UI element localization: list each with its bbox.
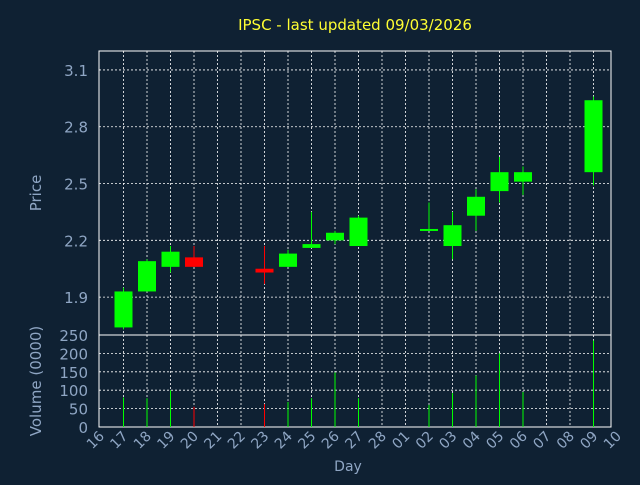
candle-body xyxy=(138,261,156,292)
price-tick-label: 3.1 xyxy=(64,62,88,80)
volume-panel-frame xyxy=(98,334,612,428)
volume-tick-label: 250 xyxy=(59,327,88,345)
volume-tick-label: 0 xyxy=(78,419,88,437)
candle-body xyxy=(514,172,532,182)
price-axis-label: Price xyxy=(27,175,45,212)
candle-body xyxy=(255,268,274,273)
price-tick-label: 2.5 xyxy=(64,176,88,194)
candle-body xyxy=(185,257,203,267)
candle-body xyxy=(584,100,603,173)
price-panel-frame xyxy=(98,50,612,336)
candle-body xyxy=(326,232,344,241)
volume-bars xyxy=(123,340,594,427)
day-axis: 16 17 18 19 20 21 22 23 24 25 26 27 28 01 02 03 04 05 06 07… xyxy=(84,428,625,452)
volume-axis-label: Volume (0000) xyxy=(27,326,45,436)
volume-tick-label: 150 xyxy=(59,364,88,382)
day-tick-label: 03 xyxy=(436,429,460,453)
candle-body xyxy=(114,291,133,328)
day-tick-label: 28 xyxy=(366,429,390,453)
candle-body xyxy=(161,251,180,267)
day-tick-label: 04 xyxy=(460,428,484,452)
chart-title: IPSC - last updated 09/03/2026 xyxy=(238,16,472,34)
day-tick-label: 27 xyxy=(342,429,366,453)
day-tick-label: 19 xyxy=(154,429,178,453)
price-grid xyxy=(99,51,611,335)
day-tick-label: 07 xyxy=(530,429,554,453)
candle-body xyxy=(490,172,509,192)
day-tick-label: 26 xyxy=(319,428,343,452)
day-tick-label: 17 xyxy=(107,429,131,453)
day-tick-label: 24 xyxy=(272,428,296,452)
day-tick-label: 02 xyxy=(413,429,437,453)
candle-body xyxy=(420,228,438,231)
day-tick-label: 10 xyxy=(601,429,625,453)
volume-tick-label: 200 xyxy=(59,345,88,363)
day-tick-label: 25 xyxy=(295,429,319,453)
volume-grid xyxy=(99,335,611,427)
candle-body xyxy=(302,244,321,248)
day-tick-label: 18 xyxy=(131,429,155,453)
day-tick-label: 21 xyxy=(201,429,225,453)
day-tick-label: 06 xyxy=(507,428,531,452)
day-axis-label: Day xyxy=(334,459,362,475)
day-tick-label: 05 xyxy=(483,429,507,453)
candle-body xyxy=(467,196,485,216)
price-tick-label: 2.2 xyxy=(64,232,88,250)
day-tick-label: 23 xyxy=(248,429,272,453)
day-tick-label: 01 xyxy=(389,429,413,453)
day-tick-label: 08 xyxy=(554,429,578,453)
price-axis: 1.9 2.2 2.5 2.8 3.1 xyxy=(64,62,88,307)
candles xyxy=(114,96,603,330)
day-tick-label: 22 xyxy=(225,429,249,453)
day-tick-label: 20 xyxy=(178,429,202,453)
candle-body xyxy=(279,253,297,267)
day-tick-label: 09 xyxy=(577,429,601,453)
candle-body xyxy=(443,225,462,247)
price-tick-label: 1.9 xyxy=(64,289,88,307)
price-tick-label: 2.8 xyxy=(64,119,88,137)
volume-tick-label: 100 xyxy=(59,382,88,400)
candle-body xyxy=(349,217,368,247)
volume-tick-label: 50 xyxy=(69,401,88,419)
